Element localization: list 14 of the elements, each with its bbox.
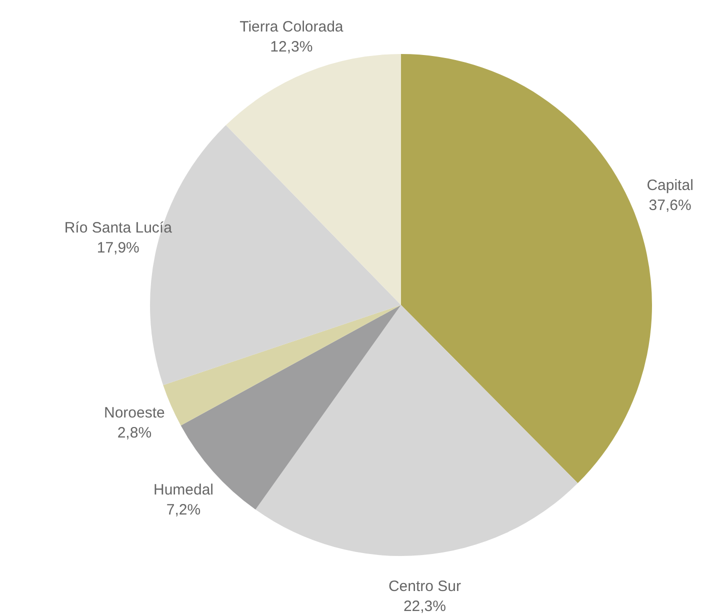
slice-label: Tierra Colorada: [240, 18, 344, 36]
slice-label: Centro Sur: [388, 578, 461, 596]
data-label: 2,8%: [117, 424, 152, 442]
slice-label: Río Santa Lucía: [64, 220, 173, 237]
slice-label: Humedal: [153, 481, 214, 498]
data-label: 22,3%: [403, 598, 446, 614]
data-label: 37,6%: [648, 197, 692, 214]
slice-label: Noroeste: [104, 404, 165, 422]
data-label: 12,3%: [270, 38, 313, 56]
pie-slice: [226, 54, 401, 305]
pie-slice: [163, 305, 401, 426]
data-label: 17,9%: [96, 240, 140, 257]
data-label: 7,2%: [166, 501, 201, 518]
slice-label: Capital: [646, 177, 694, 194]
